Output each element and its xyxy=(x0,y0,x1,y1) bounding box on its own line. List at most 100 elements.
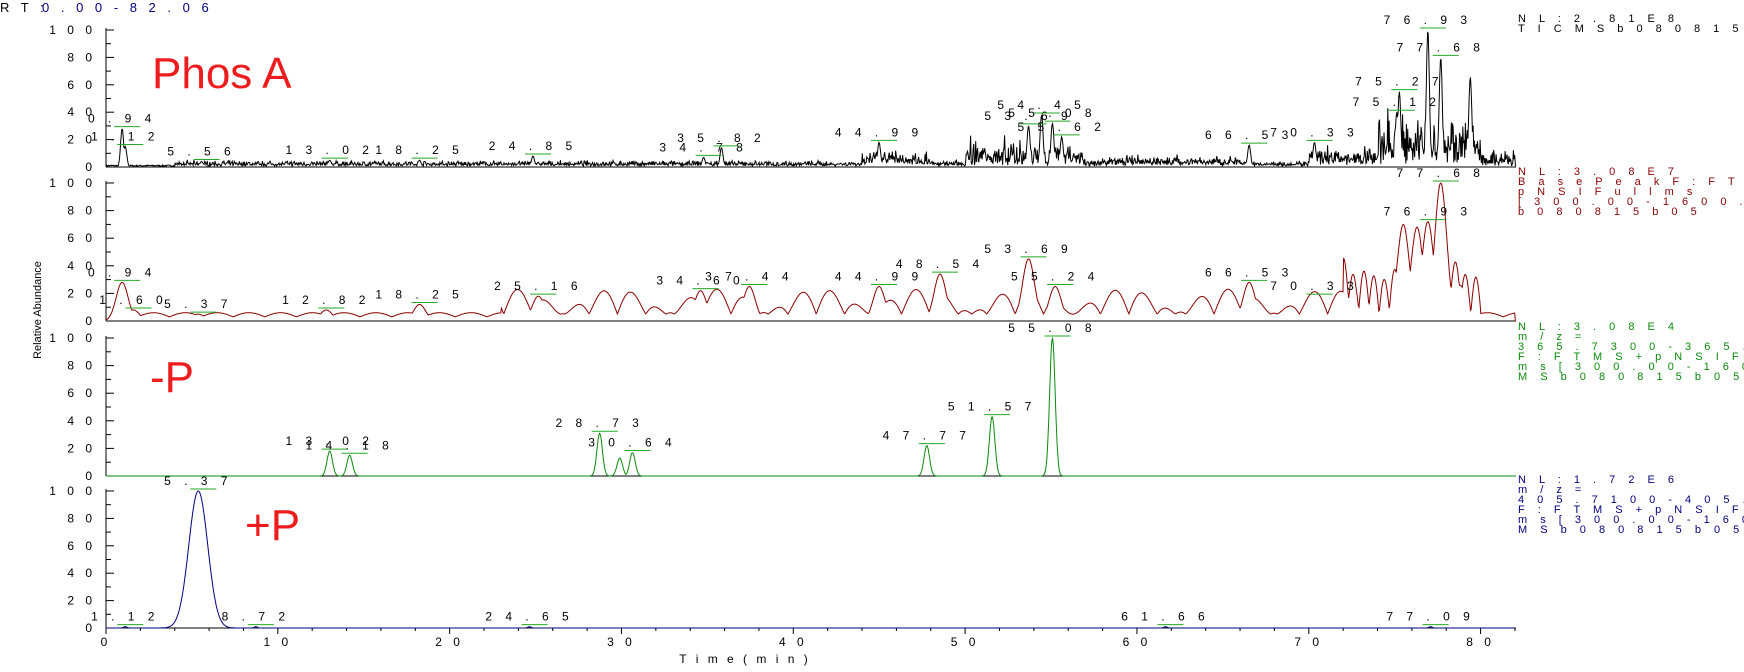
peak-label: 4 4 . 9 9 xyxy=(835,125,923,139)
y-tick-label: 2 0 xyxy=(67,286,96,300)
peak-label: 5 1 . 5 7 xyxy=(948,400,1036,414)
peak-label: 5 . 3 7 xyxy=(164,474,232,488)
peak-label: 1 2 . 8 2 xyxy=(282,293,370,307)
y-tick-label: 1 0 0 xyxy=(49,23,96,37)
panel-info-line: 3 6 5 . 7 3 0 0 - 3 6 5 . 7 4 0 0 xyxy=(1518,341,1744,353)
peak-label: 4 4 . 9 9 xyxy=(835,270,923,284)
y-tick-label: 0 xyxy=(85,160,96,174)
panel-1: 0 2 0 4 0 6 0 8 0 1 0 0 0 . 9 4 1 . 1 2 5 . 5 6 1… xyxy=(49,13,1744,174)
panel-info-line: m s [ 3 0 0 . 0 0 - 1 6 0 0 . 0 0 ] xyxy=(1518,361,1744,373)
panel-info-line: M S b 0 8 0 8 1 5 b 0 5 xyxy=(1518,371,1744,383)
trace-line xyxy=(105,182,1516,322)
peak-label: 2 8 . 7 3 xyxy=(555,416,643,430)
y-tick-label: 4 0 xyxy=(67,566,96,580)
peak-label: 3 4 . 6 0 xyxy=(656,274,744,288)
x-tick-label: 6 0 xyxy=(1123,635,1152,649)
y-tick-label: 8 0 xyxy=(67,50,96,64)
x-tick-label: 4 0 xyxy=(779,635,808,649)
peak-label: 0 . 9 4 xyxy=(88,265,156,279)
panel-title: Phos A xyxy=(152,49,292,98)
y-tick-label: 1 0 0 xyxy=(49,176,96,190)
x-tick-label: 5 0 xyxy=(951,635,980,649)
peak-label: 2 5 . 1 6 xyxy=(494,279,582,293)
panel-info-line: m / z = xyxy=(1518,331,1586,343)
x-tick-label: 2 0 xyxy=(435,635,464,649)
panel-info-line: m s [ 3 0 0 . 0 0 - 1 6 0 0 . 0 0 ] xyxy=(1518,514,1744,526)
peak-label: 7 0 . 3 3 xyxy=(1270,125,1358,139)
panels: 0 2 0 4 0 6 0 8 0 1 0 0 0 . 9 4 1 . 1 2 5 . 5 6 1… xyxy=(49,13,1744,635)
peak-label: 7 5 . 2 7 xyxy=(1355,75,1443,89)
peak-label: 4 7 . 7 7 xyxy=(883,429,971,443)
trace-line xyxy=(106,490,1516,629)
peak-label: 5 5 . 6 2 xyxy=(1018,120,1106,134)
peak-label: 7 6 . 9 3 xyxy=(1384,13,1472,27)
x-tick-label: 1 0 xyxy=(263,635,292,649)
peak-label: 5 3 . 6 9 xyxy=(984,109,1072,123)
y-tick-label: 0 xyxy=(85,621,96,635)
peak-label: 7 7 . 6 8 xyxy=(1397,40,1485,54)
peak-label: 7 6 . 9 3 xyxy=(1384,205,1472,219)
panel-info-line: m / z = xyxy=(1518,484,1586,496)
peak-label: 1 3 . 0 2 xyxy=(286,434,374,448)
y-tick-label: 6 0 xyxy=(67,539,96,553)
peak-label: 0 . 9 4 xyxy=(88,112,156,126)
panel-info-line: B a s e P e a k F : F T M S + xyxy=(1518,176,1744,188)
x-tick-label: 0 xyxy=(101,635,112,649)
peak-label: 5 . 5 6 xyxy=(167,145,235,159)
peak-label: 6 6 . 5 3 xyxy=(1205,128,1293,142)
peak-label: 5 5 . 0 8 xyxy=(1008,106,1096,120)
peak-label: 7 0 . 3 3 xyxy=(1270,279,1358,293)
y-tick-label: 0 xyxy=(85,469,96,483)
peak-label: 3 4 . 7 8 xyxy=(659,140,747,154)
peak-label: 3 5 . 8 2 xyxy=(677,131,765,145)
x-tick-label: 3 0 xyxy=(607,635,636,649)
y-tick-label: 4 0 xyxy=(67,105,96,119)
x-tick-label: 8 0 xyxy=(1466,635,1495,649)
panel-info-line: F : F T M S + p N S I F u l l xyxy=(1518,504,1744,516)
y-tick-label: 4 0 xyxy=(67,259,96,273)
peak-label: 1 8 . 2 5 xyxy=(375,287,463,301)
y-tick-label: 2 0 xyxy=(67,441,96,455)
panel-title: -P xyxy=(150,353,194,402)
y-tick-label: 2 0 xyxy=(67,133,96,147)
y-tick-label: 4 0 xyxy=(67,414,96,428)
y-tick-label: 2 0 xyxy=(67,594,96,608)
panel-info-line: [ 3 0 0 . 0 0 - 1 6 0 0 . 0 0 ] M S xyxy=(1518,196,1744,208)
panel-info-line: p N S I F u l l m s xyxy=(1518,186,1697,198)
y-tick-label: 1 0 0 xyxy=(49,484,96,498)
peak-label: 5 . 3 7 xyxy=(164,297,232,311)
panel-info-line: N L : 3 . 0 8 E 7 xyxy=(1518,166,1679,178)
peak-label: 1 3 . 0 2 xyxy=(286,143,374,157)
y-tick-label: 0 xyxy=(85,314,96,328)
panel-info-line: F : F T M S + p N S I F u l l xyxy=(1518,351,1744,363)
panel-2: 0 2 0 4 0 6 0 8 0 1 0 0 0 . 9 4 1 . 6 05 . 3 7 1… xyxy=(49,166,1744,328)
y-tick-label: 6 0 xyxy=(67,78,96,92)
panel-info-line: 4 0 5 . 7 1 0 0 - 4 0 5 . 7 2 0 0 xyxy=(1518,494,1744,506)
peak-label: 5 5 . 0 8 xyxy=(1008,321,1096,335)
peak-label: 1 8 . 2 5 xyxy=(375,143,463,157)
panel-info-line: b 0 8 0 8 1 5 b 0 5 xyxy=(1518,206,1702,218)
rt-range: 0 . 0 0 - 8 2 . 0 6 xyxy=(42,0,213,15)
peak-label: 7 7 . 6 8 xyxy=(1397,166,1485,180)
x-axis-label: T i m e ( m i n ) xyxy=(679,652,810,666)
y-tick-label: 8 0 xyxy=(67,359,96,373)
peak-label: 5 5 . 2 4 xyxy=(1011,270,1099,284)
panel-4: 0 2 0 4 0 6 0 8 0 1 0 0 1 . 1 2 5 . 3 7 8 . 7 2 2… xyxy=(49,474,1744,635)
panel-title: +P xyxy=(245,501,300,550)
x-tick-label: 7 0 xyxy=(1294,635,1323,649)
peak-label: 5 4 . 4 5 xyxy=(997,98,1085,112)
peak-label: 1 . 1 2 xyxy=(91,129,159,143)
y-tick-label: 8 0 xyxy=(67,511,96,525)
panel-info-line: N L : 3 . 0 8 E 4 xyxy=(1518,321,1679,333)
peak-label: 4 8 . 5 4 xyxy=(896,257,984,271)
panel-info-line: M S b 0 8 0 8 1 5 b 0 5 xyxy=(1518,524,1744,536)
peak-label: 1 4 . 1 8 xyxy=(305,438,393,452)
peak-label: 6 6 . 5 3 xyxy=(1205,265,1293,279)
trace-line xyxy=(105,31,1517,168)
peak-label: 7 7 . 0 9 xyxy=(1386,610,1474,624)
peak-label: 2 4 . 8 5 xyxy=(489,139,577,153)
peak-label: 1 . 6 0 xyxy=(99,293,167,307)
peak-label: 8 . 7 2 xyxy=(222,610,290,624)
